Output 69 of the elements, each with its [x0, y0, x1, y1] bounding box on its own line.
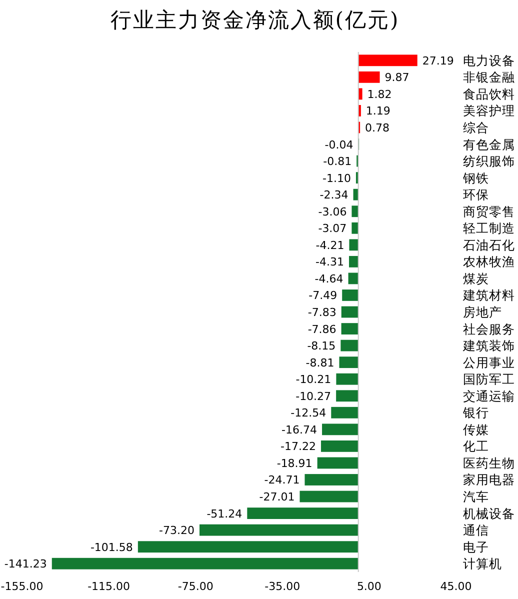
- title: 行业主力资金净流入额(亿元): [110, 8, 400, 32]
- data-label: -141.23: [4, 558, 47, 571]
- y-tick-label: 电子: [463, 539, 489, 554]
- y-tick-label: 传媒: [463, 422, 489, 437]
- y-tick-label: 煤炭: [463, 270, 489, 286]
- data-label: -24.71: [264, 474, 300, 487]
- x-tick-label: -35.00: [264, 580, 300, 593]
- y-tick-label: 公用事业: [463, 354, 515, 370]
- y-tick-label: 轻工制造: [463, 220, 515, 236]
- x-tick-label: 5.00: [356, 580, 382, 593]
- y-tick-label: 建筑装饰: [462, 338, 515, 354]
- y-tick-label: 计算机: [463, 556, 502, 572]
- y-tick-label: 美容护理: [463, 103, 515, 118]
- y-tick-label: 银行: [462, 405, 489, 420]
- y-tick-label: 纺织服饰: [463, 154, 515, 169]
- y-tick-label: 钢铁: [462, 170, 489, 186]
- data-label: 0.78: [365, 121, 390, 134]
- data-label: -8.15: [307, 340, 336, 353]
- y-tick-label: 食品饮料: [463, 86, 515, 102]
- y-tick-label: 家用电器: [463, 472, 515, 488]
- data-label: -7.86: [308, 322, 336, 336]
- data-label: -4.21: [316, 238, 344, 252]
- data-label: -7.49: [308, 289, 338, 302]
- data-label: -18.91: [276, 456, 312, 470]
- data-label: -101.58: [90, 540, 133, 554]
- data-label: -7.83: [308, 306, 336, 319]
- y-tick-label: 交通运输: [463, 388, 515, 404]
- data-label: -10.21: [296, 373, 332, 386]
- y-tick-label: 医药生物: [463, 455, 515, 470]
- y-tick-label: 非银金融: [463, 70, 515, 85]
- y-tick-label: 国防军工: [463, 372, 515, 387]
- x-tick-label: -75.00: [178, 580, 214, 593]
- y-tick-label: 化工: [463, 438, 489, 454]
- x-tick-label: -155.00: [0, 580, 44, 593]
- data-label: -0.81: [323, 155, 352, 168]
- y-tick-label: 有色金属: [463, 136, 515, 152]
- data-label: -27.01: [259, 490, 295, 504]
- data-label: -3.06: [318, 205, 347, 218]
- y-tick-label: 石油石化: [463, 237, 515, 252]
- data-label: -10.27: [296, 390, 332, 403]
- y-tick-label: 通信: [463, 522, 489, 538]
- y-tick-label: 机械设备: [463, 506, 515, 521]
- data-label: -1.10: [322, 172, 351, 185]
- x-tick-label: -115.00: [88, 580, 130, 593]
- y-tick-label: 环保: [463, 187, 489, 202]
- y-tick-label: 商贸零售: [463, 204, 515, 219]
- data-label: -51.24: [206, 507, 242, 520]
- y-tick-label: 汽车: [463, 489, 489, 504]
- data-label: 1.82: [367, 88, 392, 101]
- x-tick-label: 45.00: [440, 580, 472, 593]
- data-label: -12.54: [290, 406, 326, 420]
- data-label: -73.20: [159, 524, 195, 538]
- y-tick-label: 房地产: [463, 304, 502, 320]
- data-label: 27.19: [422, 54, 454, 68]
- y-tick-label: 电力设备: [463, 52, 515, 68]
- data-label: -0.04: [324, 138, 354, 152]
- data-label: -2.34: [320, 188, 348, 202]
- data-label: -4.31: [316, 256, 344, 269]
- y-tick-label: 农林牧渔: [463, 254, 515, 270]
- data-label: -8.81: [306, 356, 334, 370]
- data-label: -17.22: [280, 440, 316, 454]
- y-tick-label: 综合: [463, 120, 489, 135]
- data-label: 9.87: [384, 71, 410, 84]
- data-label: 1.19: [366, 104, 390, 118]
- data-label: -4.64: [314, 272, 344, 286]
- y-tick-label: 建筑材料: [462, 288, 515, 303]
- data-label: -3.07: [318, 222, 347, 236]
- data-label: -16.74: [282, 423, 318, 436]
- y-tick-label: 社会服务: [463, 321, 515, 336]
